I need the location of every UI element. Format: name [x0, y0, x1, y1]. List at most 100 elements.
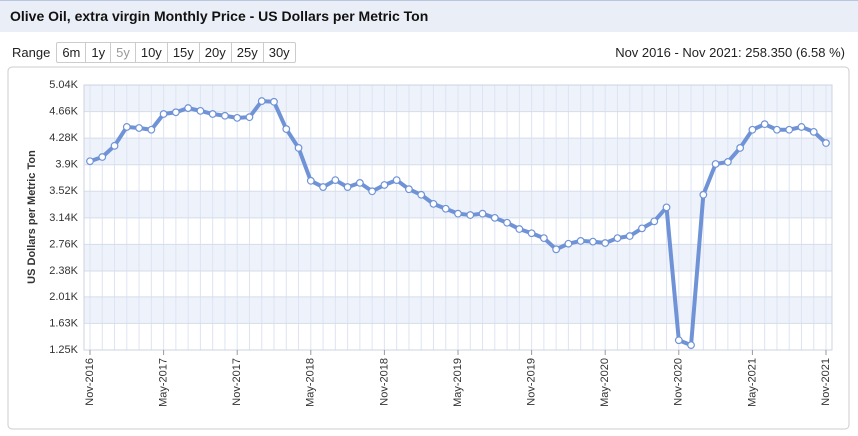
range-button[interactable]: 5y — [111, 43, 136, 62]
point — [478, 209, 487, 218]
point — [552, 245, 561, 254]
x-tick-label: Nov-2016 — [84, 358, 96, 406]
point — [257, 97, 266, 105]
point — [380, 181, 389, 189]
y-tick-label: 4.66K — [49, 105, 78, 117]
point — [576, 237, 585, 245]
y-tick-label: 1.25K — [49, 344, 78, 356]
point — [515, 225, 524, 233]
point — [429, 199, 438, 208]
point — [650, 217, 659, 226]
point — [723, 158, 732, 166]
point — [613, 234, 622, 243]
point — [110, 141, 119, 150]
y-tick-label: 3.9K — [55, 159, 78, 171]
x-tick-label: May-2017 — [158, 358, 170, 407]
point — [785, 125, 794, 134]
point — [270, 97, 278, 106]
y-axis-label: US Dollars per Metric Ton — [26, 150, 38, 284]
point — [208, 110, 217, 118]
point — [674, 336, 683, 345]
point — [454, 209, 462, 218]
point — [490, 213, 499, 222]
point — [319, 183, 327, 191]
range-button[interactable]: 20y — [200, 43, 232, 62]
point — [233, 113, 242, 122]
point — [527, 229, 536, 238]
y-tick-label: 4.28K — [49, 132, 78, 144]
range-button[interactable]: 6m — [57, 43, 87, 62]
point — [368, 187, 377, 196]
x-tick-label: May-2018 — [305, 358, 317, 407]
point — [98, 153, 107, 161]
x-tick-label: May-2021 — [746, 358, 758, 407]
x-tick-label: Nov-2020 — [673, 358, 685, 406]
range-selector: Range 6m 1y 5y 10y 15y 20y 25y 30y — [12, 42, 296, 63]
point — [282, 125, 291, 133]
point — [687, 341, 695, 350]
title-bar: Olive Oil, extra virgin Monthly Price - … — [0, 0, 858, 32]
point — [760, 120, 769, 129]
point — [171, 108, 180, 117]
point — [539, 234, 548, 243]
range-button[interactable]: 25y — [232, 43, 264, 62]
point — [392, 176, 401, 184]
y-tick-label: 2.38K — [49, 265, 78, 277]
point — [662, 203, 671, 212]
x-tick-label: May-2019 — [452, 358, 464, 407]
x-tick-label: Nov-2018 — [378, 358, 390, 406]
point — [417, 190, 426, 199]
point — [809, 127, 818, 136]
range-label: Range — [12, 45, 51, 60]
y-tick-label: 3.52K — [49, 185, 78, 197]
range-buttons: 6m 1y 5y 10y 15y 20y 25y 30y — [56, 42, 296, 63]
x-tick-label: Nov-2017 — [231, 358, 243, 406]
point — [822, 139, 830, 147]
range-button[interactable]: 1y — [86, 43, 112, 62]
range-button[interactable]: 15y — [168, 43, 200, 62]
point — [405, 185, 413, 194]
point — [245, 113, 254, 122]
point — [331, 176, 340, 184]
range-button[interactable]: 10y — [136, 43, 168, 62]
point — [122, 123, 131, 131]
point — [748, 125, 757, 134]
point — [711, 160, 720, 168]
point — [503, 218, 511, 227]
point — [797, 123, 806, 131]
point — [294, 144, 303, 152]
y-tick-label: 5.04K — [49, 79, 78, 91]
point — [343, 183, 352, 191]
point — [699, 190, 708, 199]
point — [736, 144, 745, 152]
point — [589, 237, 597, 246]
chart-frame — [7, 66, 850, 430]
point — [135, 124, 143, 132]
x-tick-label: May-2020 — [599, 358, 611, 407]
point — [441, 204, 450, 213]
y-tick-label: 3.14K — [49, 212, 78, 224]
point — [564, 239, 573, 248]
point — [196, 106, 205, 115]
point — [86, 157, 94, 166]
point — [184, 104, 193, 112]
point — [466, 211, 475, 219]
y-tick-label: 2.76K — [49, 238, 78, 250]
point — [601, 239, 610, 247]
point — [638, 224, 646, 233]
x-tick-label: Nov-2019 — [526, 358, 538, 406]
y-tick-label: 2.01K — [49, 291, 78, 303]
point — [221, 111, 229, 120]
summary: Nov 2016 - Nov 2021: 258.350 (6.58 %) — [615, 45, 845, 60]
range-button[interactable]: 30y — [268, 45, 290, 60]
point — [147, 125, 156, 134]
y-tick-label: 1.63K — [49, 317, 78, 329]
chart-title: Olive Oil, extra virgin Monthly Price - … — [10, 8, 429, 24]
point — [306, 176, 315, 185]
point — [773, 125, 781, 134]
point — [355, 178, 364, 187]
x-tick-label: Nov-2021 — [820, 358, 832, 406]
point — [159, 110, 168, 118]
